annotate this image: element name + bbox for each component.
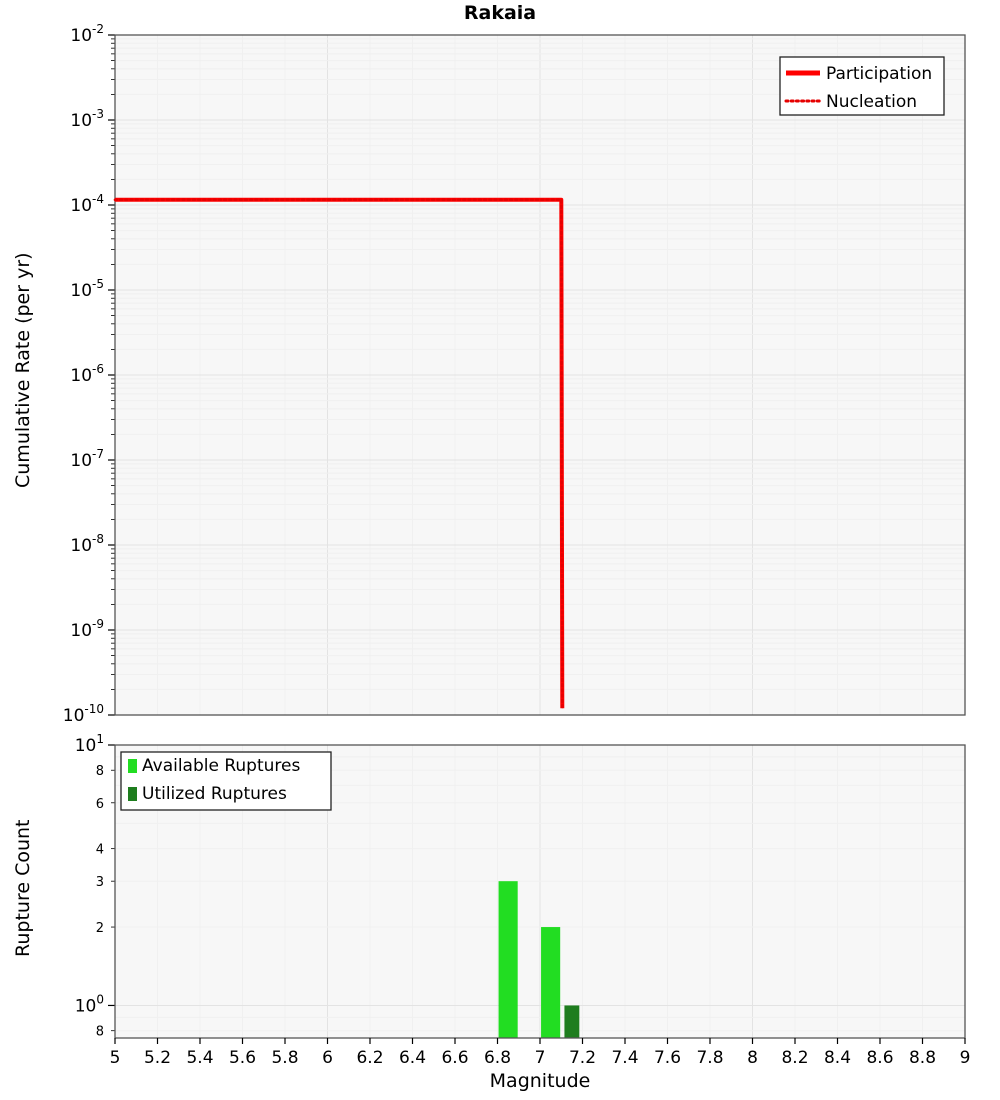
rupture-bars xyxy=(498,881,580,1038)
series-nucleation-line xyxy=(113,198,564,710)
svg-text:10-4: 10-4 xyxy=(70,192,104,216)
y-axis-label-rupture-count: Rupture Count xyxy=(12,819,34,958)
chart-title: Rakaia xyxy=(463,2,537,24)
svg-text:7.6: 7.6 xyxy=(654,1048,681,1068)
rate-series xyxy=(113,197,565,710)
magnitude-x-axis: 5 5.2 5.4 5.6 5.8 6 6.2 6.4 6.6 6.8 7 7.2 7.4 7.6 7.8 8… xyxy=(110,1038,971,1068)
nucleation-legend-label: Nucleation xyxy=(826,92,917,112)
count-legend: Available Ruptures Utilized Ruptures xyxy=(120,751,332,811)
svg-text:7.8: 7.8 xyxy=(696,1048,723,1068)
rate-panel: 10-2 10-3 10-4 10-5 10-6 10-7 10-8 10-9 10-10 Par… xyxy=(63,22,966,726)
svg-text:5: 5 xyxy=(110,1048,121,1068)
svg-text:6.4: 6.4 xyxy=(399,1048,426,1068)
utilized-ruptures-swatch xyxy=(128,787,137,801)
svg-text:100: 100 xyxy=(75,992,104,1016)
svg-text:8.6: 8.6 xyxy=(866,1048,893,1068)
y-axis-label-cumulative-rate: Cumulative Rate (per yr) xyxy=(12,252,34,488)
svg-text:6: 6 xyxy=(322,1048,333,1068)
svg-text:4: 4 xyxy=(96,843,104,858)
svg-text:7.4: 7.4 xyxy=(611,1048,638,1068)
svg-text:2: 2 xyxy=(96,921,104,936)
svg-text:8.2: 8.2 xyxy=(781,1048,808,1068)
rate-y-axis: 10-2 10-3 10-4 10-5 10-6 10-7 10-8 10-9 10-10 xyxy=(63,22,115,726)
bar-utilized xyxy=(564,1005,580,1038)
svg-text:5.8: 5.8 xyxy=(271,1048,298,1068)
svg-text:6.6: 6.6 xyxy=(441,1048,468,1068)
svg-text:10-5: 10-5 xyxy=(70,277,104,301)
svg-text:6: 6 xyxy=(96,797,104,812)
svg-text:6.2: 6.2 xyxy=(356,1048,383,1068)
svg-text:9: 9 xyxy=(960,1048,971,1068)
svg-text:101: 101 xyxy=(75,732,104,756)
x-axis-label-magnitude: Magnitude xyxy=(489,1070,591,1092)
svg-text:10-7: 10-7 xyxy=(70,447,104,471)
svg-text:5.6: 5.6 xyxy=(229,1048,256,1068)
svg-text:10-2: 10-2 xyxy=(70,22,104,46)
svg-text:10-3: 10-3 xyxy=(70,107,104,131)
svg-text:8: 8 xyxy=(96,764,104,779)
svg-text:8: 8 xyxy=(96,1025,104,1040)
svg-text:6.8: 6.8 xyxy=(484,1048,511,1068)
svg-text:7: 7 xyxy=(535,1048,546,1068)
svg-text:7.2: 7.2 xyxy=(569,1048,596,1068)
participation-legend-label: Participation xyxy=(826,64,932,84)
svg-text:10-10: 10-10 xyxy=(63,702,104,726)
svg-text:8.8: 8.8 xyxy=(909,1048,936,1068)
svg-text:5.2: 5.2 xyxy=(144,1048,171,1068)
available-ruptures-legend-label: Available Ruptures xyxy=(142,756,300,776)
svg-text:10-6: 10-6 xyxy=(70,362,104,386)
svg-text:10-9: 10-9 xyxy=(70,617,104,641)
svg-text:8.4: 8.4 xyxy=(824,1048,851,1068)
available-ruptures-swatch xyxy=(128,759,137,773)
svg-text:3: 3 xyxy=(96,875,104,890)
svg-text:8: 8 xyxy=(747,1048,758,1068)
utilized-ruptures-legend-label: Utilized Ruptures xyxy=(142,784,287,804)
count-y-axis: 101 8 6 4 3 2 100 8 xyxy=(75,732,115,1040)
rate-legend: Participation Nucleation xyxy=(779,56,945,116)
bar-available xyxy=(541,927,561,1038)
svg-text:5.4: 5.4 xyxy=(186,1048,213,1068)
bar-available xyxy=(498,881,518,1038)
svg-text:10-8: 10-8 xyxy=(70,532,104,556)
